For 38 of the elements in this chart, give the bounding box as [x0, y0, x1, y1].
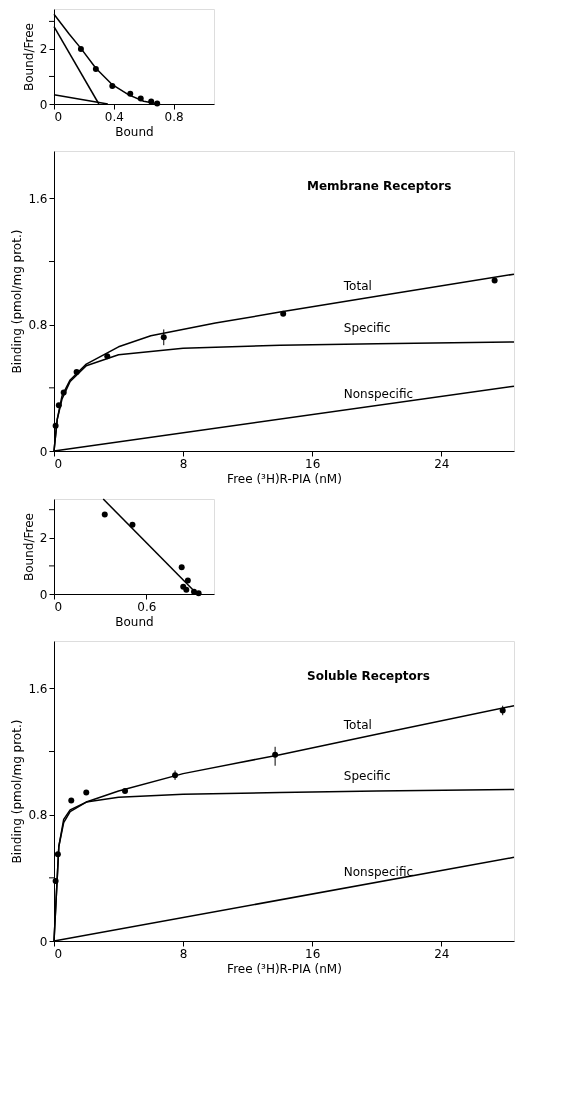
- x-tick-label: 16: [305, 946, 321, 961]
- x-tick-label: 0: [54, 109, 63, 124]
- y-tick-label: 2: [39, 531, 48, 546]
- text: Soluble Receptors: [307, 669, 430, 683]
- x-tick-label: 0.6: [137, 599, 157, 614]
- x-tick-label: 24: [434, 946, 450, 961]
- series-label: Specific: [343, 768, 391, 783]
- series-label: Nonspecific: [343, 865, 414, 880]
- series-label: Specific: [343, 321, 391, 336]
- x-tick-label: 0.8: [164, 109, 184, 124]
- y-tick-label: 0.8: [28, 318, 48, 333]
- x-tick-label: 0: [54, 456, 63, 471]
- series-label: Total: [342, 718, 372, 733]
- y-tick-label: 0: [39, 934, 48, 949]
- y-axis-title: Binding (pmol/mg prot.): [10, 229, 25, 374]
- y-axis-title: Bound/Free: [21, 23, 36, 91]
- y-tick-label: 0: [39, 444, 48, 459]
- y-tick-label: 0: [39, 97, 48, 112]
- y-tick-label: 1.6: [28, 681, 48, 696]
- text: Membrane Receptors: [307, 179, 452, 193]
- x-tick-label: 24: [434, 456, 450, 471]
- y-tick-label: 0: [39, 587, 48, 602]
- x-axis-title: Bound: [115, 614, 154, 629]
- y-axis-title: Bound/Free: [21, 513, 36, 581]
- x-tick-label: 8: [179, 456, 188, 471]
- x-axis-title: Bound: [115, 124, 154, 139]
- x-tick-label: 0.4: [104, 109, 124, 124]
- y-tick-label: 2: [39, 42, 48, 57]
- x-axis-title: Free (³H)R-PIA (nM): [227, 961, 342, 976]
- series-label: Nonspecific: [343, 387, 414, 402]
- y-tick-label: 1.6: [28, 191, 48, 206]
- x-tick-label: 0: [54, 946, 63, 961]
- x-tick-label: 16: [305, 456, 321, 471]
- y-axis-title: Binding (pmol/mg prot.): [10, 719, 25, 864]
- series-label: Total: [342, 278, 372, 293]
- x-tick-label: 8: [179, 946, 188, 961]
- x-axis-title: Free (³H)R-PIA (nM): [227, 471, 342, 486]
- y-tick-label: 0.8: [28, 808, 48, 823]
